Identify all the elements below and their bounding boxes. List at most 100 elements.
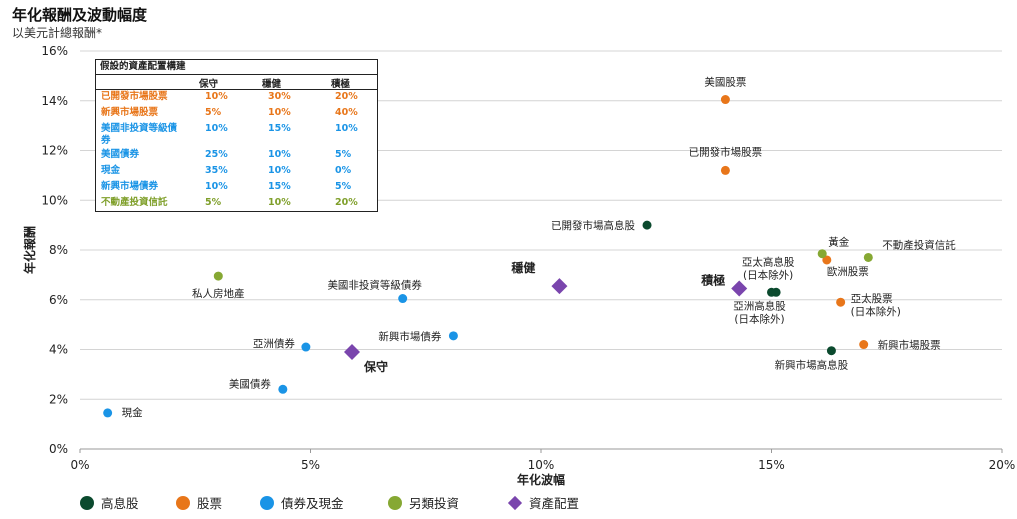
allocation-row-value: 30% (268, 91, 291, 102)
circle-legend-icon (388, 495, 402, 510)
allocation-table-row: 新興市場債券 10% 15% 5% (96, 180, 377, 196)
allocation-diamond-marker (731, 280, 748, 297)
allocation-row-value: 10% (205, 123, 228, 134)
y-tick-label: 8% (49, 243, 68, 257)
data-point-marker (863, 252, 873, 262)
x-tick-labels: 0% 5% 10% 15% 20% (70, 449, 1015, 472)
x-tick-label: 15% (758, 458, 785, 472)
allocation-row-value: 10% (268, 165, 291, 176)
y-tick-label: 16% (41, 44, 68, 58)
data-point-marker (213, 271, 223, 281)
legend-item: 高息股 (80, 493, 139, 512)
allocation-table-header: 保守 穩健 積極 (96, 75, 377, 90)
y-tick-label: 0% (49, 442, 68, 456)
legend-label: 股票 (197, 496, 223, 511)
allocation-row-value: 5% (205, 107, 222, 118)
data-point-marker (836, 297, 846, 307)
legend-item: 股票 (176, 493, 222, 512)
allocation-row-value: 10% (335, 123, 358, 134)
point-label: 穩健 (511, 260, 536, 275)
point-label: 現金 (122, 406, 143, 419)
legend-item: 債券及現金 (260, 493, 344, 512)
allocation-table-row: 現金 35% 10% 0% (96, 164, 377, 180)
allocation-row-value: 35% (205, 165, 228, 176)
allocation-row-name: 新興市場股票 (101, 107, 159, 118)
allocation-row-value: 10% (205, 91, 228, 102)
data-point-marker (817, 249, 827, 259)
y-tick-label: 4% (49, 343, 68, 357)
allocation-table-row: 新興市場股票 5% 10% 40% (96, 106, 377, 122)
data-point-marker (103, 408, 113, 418)
point-label: 亞洲高息股(日本除外) (733, 299, 786, 325)
circle-legend-icon (260, 495, 274, 510)
y-tick-label: 14% (41, 94, 68, 108)
point-label: 新興市場高息股 (775, 359, 849, 372)
legend-label: 資產配置 (529, 496, 580, 511)
allocation-row-value: 15% (268, 123, 291, 134)
allocation-row-value: 20% (335, 197, 358, 208)
data-point-marker (448, 331, 458, 341)
y-axis-title: 年化報酬 (22, 226, 37, 274)
x-tick-label: 20% (989, 458, 1016, 472)
allocation-row-value: 5% (205, 197, 222, 208)
point-label: 已開發市場高息股 (551, 219, 635, 232)
allocation-table-row: 美國債券 25% 10% 5% (96, 148, 377, 164)
allocation-row-value: 10% (268, 149, 291, 160)
data-point-marker (822, 255, 832, 265)
y-tick-label: 6% (49, 293, 68, 307)
legend-label: 另類投資 (409, 496, 460, 511)
allocation-row-value: 40% (335, 107, 358, 118)
allocation-row-value: 20% (335, 91, 358, 102)
x-tick-label: 10% (528, 458, 555, 472)
data-point-marker (859, 340, 869, 350)
x-axis-title: 年化波幅 (517, 472, 565, 487)
point-label: 美國非投資等級債券 (327, 279, 422, 292)
legend-item: 資產配置 (507, 493, 580, 512)
y-tick-label: 12% (41, 144, 68, 158)
legend-item: 另類投資 (388, 493, 459, 512)
x-tick-label: 0% (70, 458, 89, 472)
allocation-table-title: 假設的資產配置構建 (96, 60, 377, 75)
point-label: 亞太高息股(日本除外) (742, 255, 795, 281)
allocation-table: 假設的資產配置構建 保守 穩健 積極 已開發市場股票 10% 30% 20% 新興市場股… (95, 59, 378, 212)
allocation-row-value: 25% (205, 149, 228, 160)
chart-subtitle: 以美元計總報酬* (12, 26, 103, 40)
point-label: 美國股票 (704, 76, 746, 89)
allocation-row-name: 現金 (101, 165, 121, 176)
data-point-marker (301, 342, 311, 352)
chart-title: 年化報酬及波動幅度 (12, 6, 148, 24)
point-label: 黃金 (828, 236, 849, 249)
allocation-row-name: 美國非投資等級債券 (101, 123, 178, 146)
point-label: 美國債券 (229, 377, 271, 390)
column-header-balanced: 穩健 (262, 79, 282, 90)
y-tick-labels: 0% 2% 4% 6% 8% 10% 12% 14% 16% (41, 44, 68, 456)
allocation-row-value: 10% (205, 181, 228, 192)
allocation-table-row: 美國非投資等級債券 10% 15% 10% (96, 122, 377, 148)
allocation-row-value: 10% (268, 197, 291, 208)
allocation-diamond-marker (343, 343, 360, 360)
column-header-conservative: 保守 (199, 79, 219, 90)
point-label: 新興市場股票 (878, 339, 941, 352)
point-label: 新興市場債券 (378, 330, 441, 343)
allocation-row-value: 10% (268, 107, 291, 118)
point-label: 歐洲股票 (827, 265, 869, 278)
x-tick-label: 5% (301, 458, 320, 472)
allocation-row-value: 15% (268, 181, 291, 192)
data-point-marker (720, 165, 730, 175)
legend-label: 高息股 (101, 496, 139, 511)
data-point-marker (720, 95, 730, 105)
diamond-legend-icon (507, 495, 523, 510)
data-points (103, 95, 873, 418)
point-label: 保守 (363, 359, 388, 374)
allocation-diamond-marker (551, 278, 568, 295)
point-label: 私人房地產 (192, 287, 245, 300)
allocation-row-value: 0% (335, 165, 352, 176)
allocation-row-name: 不動產投資信託 (101, 197, 168, 208)
allocation-row-name: 新興市場債券 (101, 181, 159, 192)
y-tick-label: 10% (41, 193, 68, 207)
y-tick-label: 2% (49, 392, 68, 406)
allocation-table-row: 不動產投資信託 5% 10% 20% (96, 196, 377, 212)
allocation-row-name: 已開發市場股票 (101, 91, 168, 102)
column-header-aggressive: 積極 (331, 79, 351, 90)
